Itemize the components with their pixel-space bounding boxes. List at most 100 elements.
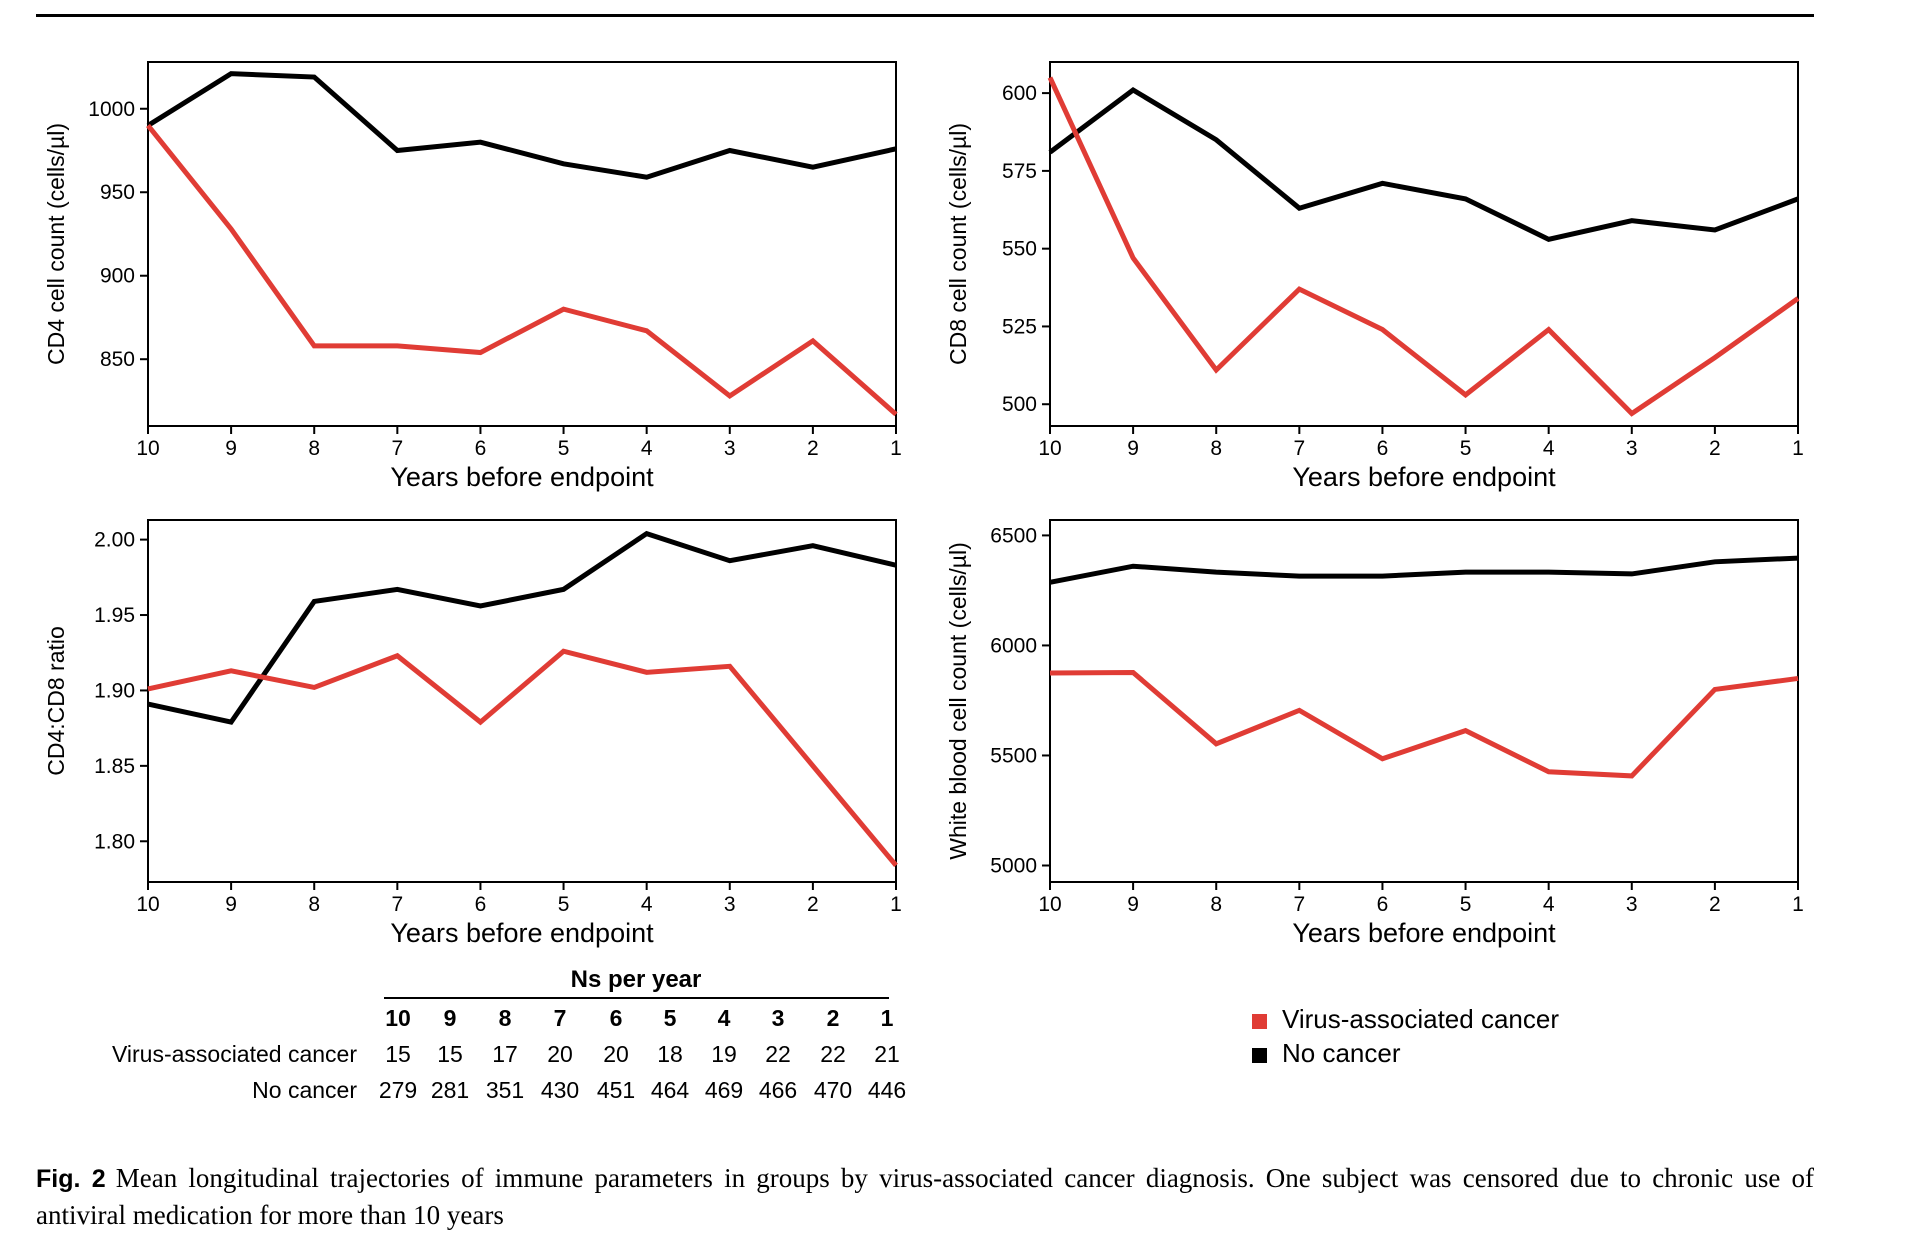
- wbc-y-tick-label: 6500: [990, 524, 1037, 547]
- wbc-no-cancer-line: [1049, 555, 1799, 585]
- wbc-y-axis-title: White blood cell count (cells/µl): [945, 542, 971, 860]
- cd8-x-tick-label: 8: [1210, 437, 1222, 460]
- cd8-x-tick-label: 7: [1293, 437, 1305, 460]
- cd4-x-tick-label: 4: [641, 437, 653, 460]
- ns-row-label: No cancer: [252, 1077, 357, 1103]
- ratio-y-tick-label: 1.80: [94, 830, 135, 853]
- legend-swatch: [1252, 1014, 1267, 1029]
- ratio-y-tick-label: 1.90: [94, 679, 135, 702]
- ns-value: 15: [437, 1041, 463, 1067]
- figure-caption: Fig. 2 Mean longitudinal trajectories of …: [36, 1160, 1814, 1233]
- cd4-no-cancer-line: [146, 71, 897, 180]
- ratio-y-tick-label: 2.00: [94, 529, 135, 552]
- wbc-virus-cancer-line: [1049, 669, 1799, 779]
- cd4-x-axis-title: Years before endpoint: [390, 462, 654, 492]
- ratio-x-tick-label: 2: [807, 893, 819, 916]
- ns-year-header: 10: [385, 1005, 411, 1031]
- legend-label: Virus-associated cancer: [1282, 1004, 1559, 1034]
- cd4-virus-cancer-line: [146, 123, 898, 417]
- cd8-y-tick-label: 550: [1002, 238, 1037, 261]
- ratio-no-cancer-line: [147, 530, 897, 725]
- cd8-plot-frame: [1049, 61, 1799, 427]
- ratio-x-tick-label: 7: [391, 893, 403, 916]
- ns-value: 15: [385, 1041, 411, 1067]
- cd4-x-tick-label: 2: [807, 437, 819, 460]
- cd4-y-tick-label: 1000: [88, 98, 135, 121]
- cd8-y-tick-label: 600: [1002, 82, 1037, 105]
- caption-text: Mean longitudinal trajectories of immune…: [36, 1163, 1814, 1230]
- wbc-x-tick-label: 6: [1377, 893, 1389, 916]
- ratio-x-tick-label: 3: [724, 893, 736, 916]
- cd8-x-tick-label: 5: [1460, 437, 1472, 460]
- cd8-x-tick-label: 3: [1626, 437, 1638, 460]
- cd4-x-tick-label: 3: [724, 437, 736, 460]
- wbc-x-tick-label: 9: [1127, 893, 1139, 916]
- ratio-y-tick-label: 1.85: [94, 755, 135, 778]
- ns-value: 20: [547, 1041, 573, 1067]
- ns-year-header: 3: [771, 1005, 785, 1031]
- wbc-x-tick-label: 8: [1210, 893, 1222, 916]
- ns-value: 446: [867, 1077, 907, 1103]
- ns-value: 469: [704, 1077, 744, 1103]
- wbc-x-tick-label: 5: [1460, 893, 1472, 916]
- cd8-x-tick-label: 2: [1709, 437, 1721, 460]
- ns-year-header: 5: [663, 1005, 677, 1031]
- ns-table-rule: [384, 997, 889, 999]
- ns-value: 470: [813, 1077, 853, 1103]
- ns-year-header: 7: [553, 1005, 567, 1031]
- ns-value: 22: [820, 1041, 846, 1067]
- ratio-x-tick-label: 5: [558, 893, 570, 916]
- ns-year-header: 2: [826, 1005, 840, 1031]
- cd8-x-tick-label: 6: [1377, 437, 1389, 460]
- cd8-y-axis-title: CD8 cell count (cells/µl): [945, 123, 971, 365]
- ns-value: 464: [650, 1077, 690, 1103]
- wbc-plot-frame: [1049, 519, 1799, 883]
- wbc-y-tick-label: 5500: [990, 744, 1037, 767]
- cd4-panel: 10 9 8 7 6 5 4 3 2 1 Years before endpoint 850 900 95…: [43, 61, 902, 492]
- ratio-y-axis-title: CD4:CD8 ratio: [43, 626, 69, 776]
- ratio-panel: 10 9 8 7 6 5 4 3 2 1 Years before endpoint 1.80 1.85…: [43, 519, 902, 948]
- ns-year-header: 8: [498, 1005, 512, 1031]
- ratio-x-tick-label: 4: [641, 893, 653, 916]
- ratio-x-tick-label: 8: [308, 893, 320, 916]
- legend-swatch: [1252, 1048, 1267, 1063]
- cd4-x-tick-label: 9: [225, 437, 237, 460]
- wbc-x-tick-label: 1: [1792, 893, 1804, 916]
- ns-value: 18: [657, 1041, 683, 1067]
- wbc-x-tick-label: 4: [1543, 893, 1555, 916]
- wbc-x-tick-label: 3: [1626, 893, 1638, 916]
- ns-row-label: Virus-associated cancer: [111, 1041, 357, 1067]
- cd4-y-axis-title: CD4 cell count (cells/µl): [43, 123, 69, 365]
- cd4-x-tick-label: 6: [475, 437, 487, 460]
- wbc-x-tick-label: 10: [1038, 893, 1061, 916]
- wbc-panel: 10 9 8 7 6 5 4 3 2 1 Years before endpoint 5000 5500…: [945, 519, 1804, 948]
- ns-year-header: 1: [880, 1005, 894, 1031]
- ns-value: 17: [492, 1041, 518, 1067]
- cd4-x-tick-label: 8: [308, 437, 320, 460]
- cd8-y-tick-label: 575: [1002, 160, 1037, 183]
- ratio-x-tick-label: 1: [890, 893, 902, 916]
- cd8-panel: 10 9 8 7 6 5 4 3 2 1 Years before endpoint 500 525 55…: [945, 61, 1804, 492]
- cd8-no-cancer-line: [1048, 86, 1799, 242]
- top-rule: [36, 14, 1814, 17]
- wbc-y-tick-label: 5000: [990, 854, 1037, 877]
- ns-year-header: 6: [609, 1005, 623, 1031]
- ns-value: 451: [596, 1077, 636, 1103]
- ns-year-header: 9: [443, 1005, 457, 1031]
- cd4-x-tick-label: 7: [391, 437, 403, 460]
- caption-prefix: Fig. 2: [36, 1165, 106, 1193]
- ns-year-header: 4: [717, 1005, 731, 1031]
- ratio-virus-cancer-line: [147, 648, 898, 868]
- cd4-y-tick-label: 850: [100, 348, 135, 371]
- ns-value: 281: [430, 1077, 470, 1103]
- ns-table-title: Ns per year: [570, 966, 702, 993]
- cd4-x-tick-label: 5: [558, 437, 570, 460]
- cd8-x-tick-label: 10: [1038, 437, 1061, 460]
- ratio-x-axis-title: Years before endpoint: [390, 918, 654, 948]
- wbc-x-tick-label: 7: [1293, 893, 1305, 916]
- cd8-y-tick-label: 525: [1002, 315, 1037, 338]
- ns-value: 19: [711, 1041, 737, 1067]
- cd8-y-tick-label: 500: [1002, 393, 1037, 416]
- wbc-x-tick-label: 2: [1709, 893, 1721, 916]
